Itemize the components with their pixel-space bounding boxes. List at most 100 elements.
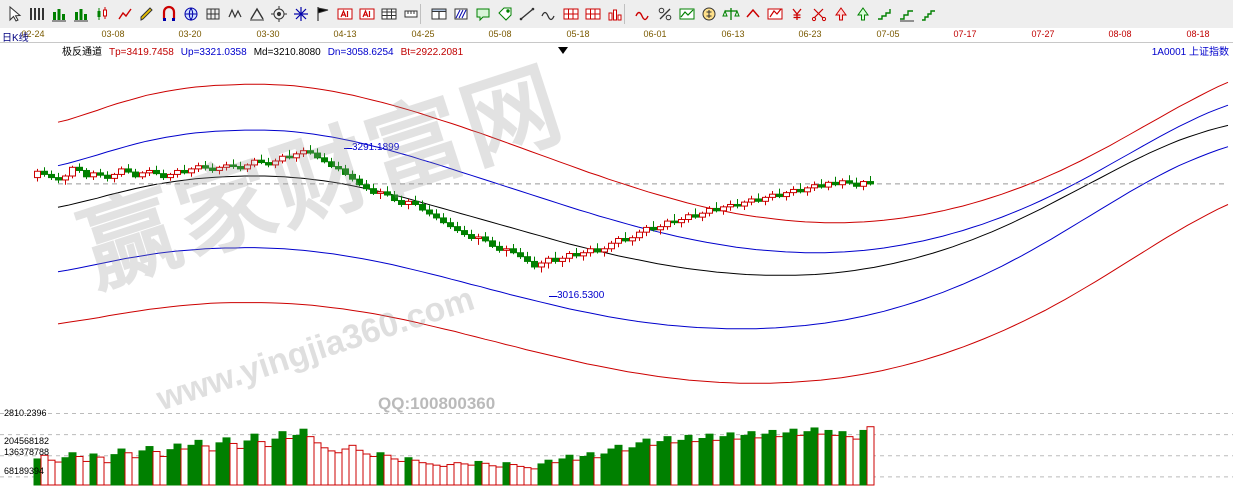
candle: [510, 244, 517, 255]
candle: [601, 246, 608, 257]
volume-bar: [285, 438, 294, 486]
indicator-name: 极反通道: [62, 47, 102, 58]
scale-icon[interactable]: [720, 2, 742, 26]
volume-bar: [481, 462, 490, 486]
volume-axis-tick: 204568182: [4, 436, 50, 446]
date-tick: 04-25: [411, 29, 435, 39]
volume-bar: [607, 448, 616, 486]
candle: [573, 247, 580, 259]
candle: [545, 255, 552, 269]
steps-icon[interactable]: [874, 2, 896, 26]
volume-bar: [411, 459, 420, 486]
volume-bar: [201, 445, 210, 486]
line-slope-icon[interactable]: [516, 2, 538, 26]
volume-bar: [187, 444, 196, 486]
candle: [335, 161, 342, 172]
arrow-up-green-icon[interactable]: [852, 2, 874, 26]
wave-red-icon[interactable]: [632, 2, 654, 26]
magnet-icon[interactable]: [158, 2, 180, 26]
chart-trend-icon[interactable]: [114, 2, 136, 26]
volume-bar: [264, 446, 273, 486]
percent-icon[interactable]: [654, 2, 676, 26]
globe-icon[interactable]: [180, 2, 202, 26]
coin-icon[interactable]: [698, 2, 720, 26]
ruler-icon[interactable]: [400, 2, 422, 26]
flag-icon[interactable]: [312, 2, 334, 26]
volume-bar: [453, 462, 462, 486]
grid-small-icon[interactable]: [202, 2, 224, 26]
candle: [384, 186, 391, 197]
pencil-draw-icon[interactable]: [136, 2, 158, 26]
chart-trio-icon[interactable]: [676, 2, 698, 26]
dropdown-caret-icon[interactable]: [558, 47, 568, 54]
price-chart[interactable]: [0, 55, 1233, 403]
indicator-up: Up=3321.0358: [180, 47, 247, 58]
text-red-2-icon[interactable]: [356, 2, 378, 26]
snowflake-icon[interactable]: [290, 2, 312, 26]
text-red-icon[interactable]: [334, 2, 356, 26]
table-icon[interactable]: [378, 2, 400, 26]
candle: [349, 170, 356, 182]
volume-bar: [460, 463, 469, 486]
cut-icon[interactable]: [808, 2, 830, 26]
candle: [783, 191, 790, 201]
ladder-icon[interactable]: [896, 2, 918, 26]
volume-bar: [838, 431, 847, 486]
speech-icon[interactable]: [472, 2, 494, 26]
zigzag-icon[interactable]: [224, 2, 246, 26]
bars-red-icon[interactable]: [604, 2, 626, 26]
security-name: 上证指数: [1189, 47, 1229, 58]
volume-bar: [243, 440, 252, 486]
volume-chart[interactable]: [0, 403, 1233, 491]
lower-price-tag-leader: [549, 296, 557, 297]
arrow-red-icon[interactable]: [742, 2, 764, 26]
candle: [230, 159, 237, 169]
chart-green-bars-icon[interactable]: [48, 2, 70, 26]
volume-bar: [768, 429, 777, 486]
candle: [867, 176, 874, 186]
target-icon[interactable]: [268, 2, 290, 26]
volume-bar: [579, 455, 588, 486]
arrow-up-red-icon[interactable]: [830, 2, 852, 26]
window-split-icon[interactable]: [428, 2, 450, 26]
candle: [440, 213, 447, 225]
chart-candles-icon[interactable]: [92, 2, 114, 26]
volume-bar: [712, 439, 721, 486]
volume-bar: [271, 438, 280, 486]
volume-bar: [740, 434, 749, 486]
candle: [321, 153, 328, 164]
candle: [664, 218, 671, 230]
candle: [706, 206, 713, 217]
grid-columns-icon[interactable]: [26, 2, 48, 26]
candle: [160, 169, 167, 180]
candle: [832, 176, 839, 187]
date-tick: 06-13: [721, 29, 745, 39]
volume-bar: [229, 442, 238, 486]
yen-icon[interactable]: [786, 2, 808, 26]
volume-bar: [222, 437, 231, 486]
candle: [370, 183, 377, 195]
finance-red-icon[interactable]: [764, 2, 786, 26]
wave-icon[interactable]: [538, 2, 560, 26]
grid-red-2-icon[interactable]: [582, 2, 604, 26]
volume-bar: [586, 452, 595, 486]
hatch-icon[interactable]: [450, 2, 472, 26]
tag-icon[interactable]: [494, 2, 516, 26]
volume-bar: [747, 431, 756, 486]
stairs-icon[interactable]: [918, 2, 940, 26]
volume-bar: [845, 436, 854, 486]
candle: [727, 200, 734, 211]
chart-green-bars-2-icon[interactable]: [70, 2, 92, 26]
cursor-arrow-icon[interactable]: [4, 2, 26, 26]
volume-bar: [131, 457, 140, 486]
candle: [482, 232, 489, 243]
volume-bar: [523, 467, 532, 486]
volume-bar: [670, 442, 679, 486]
grid-red-icon[interactable]: [560, 2, 582, 26]
volume-bar: [782, 432, 791, 486]
candle: [48, 170, 55, 180]
candle: [237, 161, 244, 172]
candle: [566, 251, 573, 263]
peak-icon[interactable]: [246, 2, 268, 26]
volume-bar: [432, 464, 441, 486]
